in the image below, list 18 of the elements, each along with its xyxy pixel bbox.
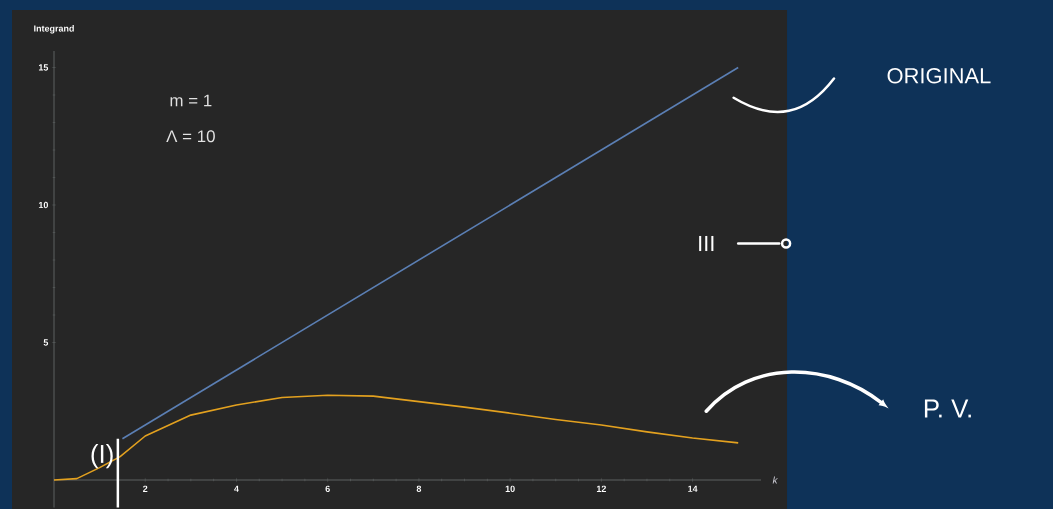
annotation: III xyxy=(699,235,714,252)
text: P. V. xyxy=(924,399,971,418)
x-tick-label: 4 xyxy=(234,485,239,492)
text: ORIGINAL xyxy=(887,67,991,84)
x-tick-label: 10 xyxy=(505,485,515,492)
y-tick-label: 10 xyxy=(38,201,48,209)
y-tick-label: 5 xyxy=(43,339,49,346)
ref-line-label: (I) xyxy=(91,444,113,469)
x-tick-label: 14 xyxy=(688,485,698,492)
x-tick-label: 12 xyxy=(596,485,606,492)
x-tick-label: 8 xyxy=(416,485,422,492)
annotation: m = 1 xyxy=(170,94,212,107)
x-tick-label: 2 xyxy=(143,485,148,492)
x-tick-label: 6 xyxy=(325,485,330,492)
x-axis-title: k xyxy=(772,476,778,484)
y-tick-label: 15 xyxy=(38,64,49,71)
annotation: Λ = 10 xyxy=(166,130,215,143)
y-axis-title: Integrand xyxy=(34,25,74,34)
